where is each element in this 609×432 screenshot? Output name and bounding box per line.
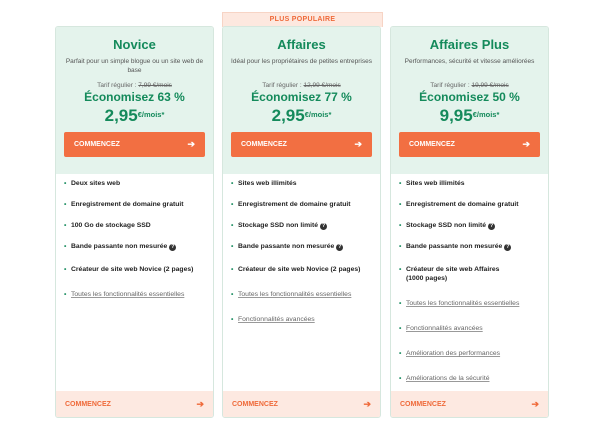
plan-name: Affaires [277,37,326,52]
help-icon[interactable]: ? [504,244,512,251]
plan-price: 2,95€/mois* [104,106,165,125]
plan-card-affaires: Affaires Idéal pour les propriétaires de… [222,26,381,418]
feature-item: • Stockage SSD non limité? [399,222,496,230]
plan-header: Affaires Plus Performances, sécurité et … [391,27,548,174]
feature-link-essentials[interactable]: • Toutes les fonctionnalités essentielles [231,291,352,298]
help-icon[interactable]: ? [320,223,328,230]
regular-price: Tarif régulier : 19,99 €/mois [430,82,509,89]
plan-card-novice: Novice Parfait pour un simple blogue ou … [55,26,214,418]
plan-description: Idéal pour les propriétaires de petites … [231,58,372,65]
feature-link-essentials[interactable]: • Toutes les fonctionnalités essentielles [399,300,520,307]
bottom-start-label: COMMENCEZ [400,400,446,408]
plan-header: Affaires Idéal pour les propriétaires de… [223,27,380,174]
plan-price: 9,95€/mois* [439,106,500,125]
feature-item: • Bande passante non mesurée? [231,243,344,251]
feature-item: • Bande passante non mesurée? [399,243,512,251]
help-icon[interactable]: ? [336,244,344,251]
start-button-label: COMMENCEZ [241,141,287,148]
savings-label: Économisez 50 % [419,90,520,104]
arrow-right-icon: ➔ [522,139,530,149]
feature-item: • Enregistrement de domaine gratuit [64,201,184,208]
start-button-label: COMMENCEZ [409,141,455,148]
plan-description: Parfait pour un simple blogue ou un site… [65,58,204,74]
start-button[interactable]: COMMENCEZ ➔ [231,132,372,157]
feature-link-advanced[interactable]: • Fonctionnalités avancées [399,325,483,332]
feature-link-advanced[interactable]: • Fonctionnalités avancées [231,316,315,323]
regular-price: Tarif régulier : 7,99 €/mois [97,82,172,89]
regular-price: Tarif régulier : 12,99 €/mois [262,82,341,89]
feature-item: • Bande passante non mesurée? [64,243,177,251]
feature-item: • Stockage SSD non limité? [231,222,328,230]
arrow-right-icon: ➔ [196,398,204,409]
help-icon[interactable]: ? [169,244,177,251]
arrow-right-icon: ➔ [363,398,371,409]
bottom-start-label: COMMENCEZ [232,400,278,408]
plan-card-affaires-plus: Affaires Plus Performances, sécurité et … [390,26,549,418]
feature-item: • Créateur de site web Novice (2 pages) [64,266,194,273]
feature-item: • Créateur de site web Affaires (1000 pag… [399,266,500,282]
start-button[interactable]: COMMENCEZ ➔ [399,132,540,157]
plan-description: Performances, sécurité et vitesse amélio… [404,58,535,65]
feature-item: • Créateur de site web Novice (2 pages) [231,266,361,273]
arrow-right-icon: ➔ [531,398,539,409]
start-button[interactable]: COMMENCEZ ➔ [64,132,205,157]
bottom-start-label: COMMENCEZ [65,400,111,408]
plan-price: 2,95€/mois* [271,106,332,125]
arrow-right-icon: ➔ [354,139,362,149]
help-icon[interactable]: ? [488,223,496,230]
feature-item: • Sites web illimités [231,180,297,187]
savings-label: Économisez 77 % [251,90,352,104]
start-button-label: COMMENCEZ [74,141,120,148]
bottom-start-button[interactable]: COMMENCEZ ➔ [391,391,548,417]
savings-label: Économisez 63 % [84,90,185,104]
feature-link-performance[interactable]: • Amélioration des performances [399,350,501,357]
feature-link-essentials[interactable]: • Toutes les fonctionnalités essentielles [64,291,185,298]
bottom-start-button[interactable]: COMMENCEZ ➔ [56,391,213,417]
bottom-start-button[interactable]: COMMENCEZ ➔ [223,391,380,417]
most-popular-badge: PLUS POPULAIRE [222,12,383,27]
plan-name: Affaires Plus [429,37,510,52]
feature-item: • Deux sites web [64,180,121,187]
feature-item: • 100 Go de stockage SSD [64,222,151,229]
arrow-right-icon: ➔ [187,139,195,149]
feature-item: • Enregistrement de domaine gratuit [231,201,351,208]
plan-name: Novice [113,37,156,52]
feature-item: • Sites web illimités [399,180,465,187]
plan-header: Novice Parfait pour un simple blogue ou … [56,27,213,174]
feature-item: • Enregistrement de domaine gratuit [399,201,519,208]
feature-link-security[interactable]: • Améliorations de la sécurité [399,375,490,382]
